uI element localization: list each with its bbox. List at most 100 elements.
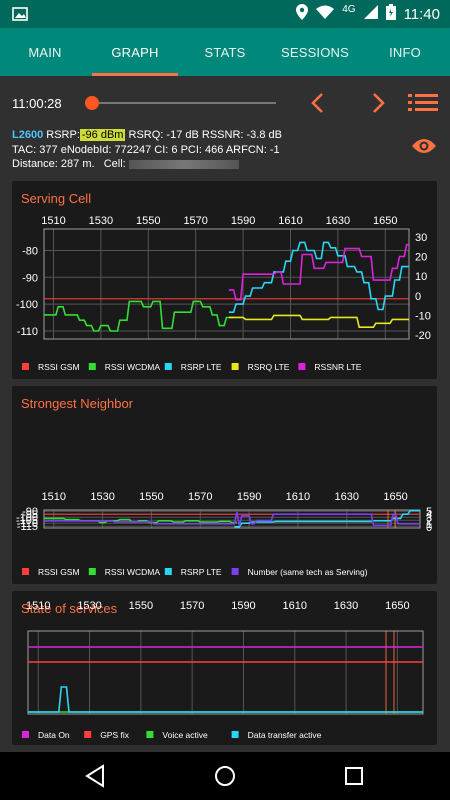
chart-title: Serving Cell [21,191,92,206]
tab-sessions[interactable]: SESSIONS [280,44,350,60]
legend-swatch [146,731,154,738]
x-tick-label: 1650 [385,600,409,612]
series-line-rsrp-lte [228,241,409,313]
legend-swatch [22,731,29,738]
legend-swatch [84,731,92,738]
plot-frame [43,228,410,340]
x-tick-label: 1550 [129,600,153,612]
rsrq-value: RSRQ: -17 dB [128,129,199,141]
legend-label: Number (same tech as Serving) [248,567,368,577]
legend-swatch [231,568,239,575]
info-line-1: L2600 RSRP: -96 dBm RSRQ: -17 dB RSSNR: -… [12,128,282,143]
image-icon [12,6,28,27]
x-tick-label: 1650 [383,491,407,503]
y2-tick-label: 2 [426,516,432,528]
y2-tick-label: 1 [426,519,432,531]
services-chart: 1510 1530 1550 1570 1590 1610 1630 1650 Data On G… [22,600,424,740]
x-tick-label: 1570 [183,215,207,227]
x-tick-label: 1590 [231,600,255,612]
legend-label: RSSI WCDMA [105,362,161,372]
y-tick-label: -115 [17,521,38,533]
tab-info[interactable]: INFO [389,44,421,60]
tab-main[interactable]: MAIN [28,44,62,60]
playback-time: 11:00:28 [12,96,62,111]
y2-tick-label: -10 [415,310,431,322]
distance-value: Distance: 287 m. [12,158,95,170]
status-bar: 4G 11:40 [0,0,450,28]
y2-tick-label: 0 [415,291,421,303]
list-icon[interactable] [408,94,438,117]
legend-label: RSSI GSM [38,362,80,372]
strongest-neighbor-card: Strongest Neighbor 1510 1530 1550 1570 1590 1… [12,386,437,584]
x-tick-label: 1530 [77,600,101,612]
recents-icon[interactable] [344,764,364,793]
cell-name-redacted [128,159,239,169]
legend-label: GPS fix [100,730,130,740]
x-tick-label: 1570 [188,491,212,503]
info-line-3: Distance: 287 m. Cell: [12,157,282,172]
y-tick-label: -100 [16,299,38,311]
legend-swatch [164,568,172,575]
y-tick-label: -110 [17,326,38,338]
y-tick-label: -105 [16,515,38,527]
home-icon[interactable] [214,764,236,793]
wifi-icon [316,5,335,23]
battery-icon [385,4,396,24]
slider-thumb[interactable] [84,96,99,110]
system-nav-bar [0,752,450,800]
tab-graph[interactable]: GRAPH [90,28,180,76]
plot-frame [27,630,424,715]
x-tick-label: 1630 [335,491,359,503]
y2-tick-label: 5 [426,506,432,518]
y-tick-label: -100 [16,512,38,524]
x-tick-label: 1630 [326,215,350,227]
legend-label: RSSI WCDMA [105,567,161,577]
x-tick-label: 1510 [26,600,50,612]
legend-swatch [298,363,306,370]
serving-cell-card: Serving Cell 1510 1530 1550 1570 1590 1610 163… [12,181,437,379]
y2-tick-label: -20 [415,330,431,342]
tab-stats[interactable]: STATS [204,44,246,60]
legend-label: Voice active [162,730,208,740]
legend-label: RSSI GSM [38,567,80,577]
series-line-rssi-wcdma [44,300,234,332]
services-card: State of services 1510 1530 1550 1570 1590 16… [12,591,437,745]
x-tick-label: 1590 [237,491,261,503]
x-tick-label: 1590 [231,215,255,227]
legend-swatch [231,731,239,738]
legend-swatch [22,363,29,370]
x-tick-label: 1570 [180,600,204,612]
y-tick-label: -90 [22,506,38,518]
playback-slider[interactable] [88,102,276,104]
legend-swatch [22,568,29,575]
plot-frame [43,509,421,529]
series-line-rsrq-lte [228,314,409,328]
back-icon[interactable] [84,764,106,793]
x-tick-label: 1550 [136,215,160,227]
y-tick-label: -90 [22,272,38,284]
y2-tick-label: 30 [415,232,427,244]
legend-label: RSRP LTE [181,362,222,372]
y-tick-label: -80 [22,245,38,257]
x-tick-label: 1550 [139,491,163,503]
series-line-data-transfer-active [28,686,423,713]
cell-info: L2600 RSRP: -96 dBm RSRQ: -17 dB RSSNR: -… [12,128,282,172]
y2-tick-label: 10 [415,271,427,283]
y-tick-label: -95 [22,509,38,521]
x-tick-label: 1630 [334,600,358,612]
rssnr-value: RSSNR: -3.8 dB [201,129,282,141]
legend-label: RSRQ LTE [248,362,290,372]
eye-icon[interactable] [412,138,436,159]
chart-title: State of services [21,601,118,616]
x-tick-label: 1610 [278,215,302,227]
serving-cell-chart: 1510 1530 1550 1570 1590 1610 1630 1650 -80 -90 -1… [16,215,431,372]
x-tick-label: 1610 [283,600,307,612]
chevron-right-icon[interactable] [370,92,388,119]
legend-label: Data On [38,730,70,740]
chevron-left-icon[interactable] [308,92,326,119]
x-tick-label: 1610 [286,491,310,503]
legend-label: RSRP LTE [181,567,222,577]
legend-swatch [88,568,96,575]
rsrp-label: RSRP: [46,129,80,141]
location-icon [296,4,309,24]
